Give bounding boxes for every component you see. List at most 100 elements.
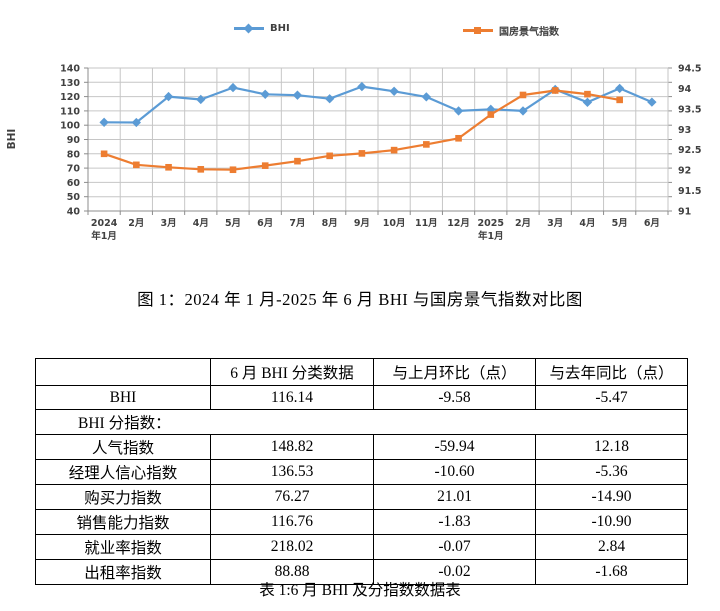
diamond-data-marker bbox=[324, 94, 335, 104]
table-row-label-cell: 购买力指数 bbox=[35, 484, 211, 510]
table-row: BHI 分指数： bbox=[35, 409, 688, 435]
square-data-marker bbox=[165, 163, 172, 171]
axis-tick-labels: 140 130 120 110 100 90 80 70 60 50 40 94.5 94 93.5 93 9… bbox=[60, 64, 701, 243]
x-axis-tick: 2024 bbox=[91, 218, 118, 229]
gridlines bbox=[84, 67, 672, 215]
table-header-row: 6 月 BHI 分类数据 与上月环比（点） 与去年同比（点） bbox=[35, 358, 688, 386]
diamond-data-marker bbox=[647, 97, 657, 107]
diamond-data-marker bbox=[389, 86, 399, 96]
left-axis-tick: 100 bbox=[60, 121, 80, 132]
table-header-cell: 6 月 BHI 分类数据 bbox=[210, 358, 374, 386]
table-value-cell: 88.88 bbox=[210, 559, 374, 585]
square-data-marker bbox=[197, 166, 205, 173]
table-row-label-cell: BHI bbox=[35, 385, 211, 410]
table-value-cell: 76.27 bbox=[210, 484, 374, 510]
table-header-cell bbox=[35, 358, 211, 386]
series-climate-index bbox=[100, 87, 623, 174]
x-axis-tick: 10月 bbox=[383, 218, 406, 229]
left-axis-tick: 140 bbox=[60, 64, 80, 75]
x-axis-tick: 7月 bbox=[289, 218, 305, 229]
table-value-cell: 116.76 bbox=[210, 509, 374, 535]
diamond-data-marker bbox=[99, 117, 109, 128]
square-data-marker bbox=[455, 134, 462, 142]
left-axis-tick: 50 bbox=[67, 192, 81, 203]
table-row: 人气指数 148.82 -59.94 12.18 bbox=[35, 434, 688, 460]
legend-item-bhi[interactable]: BHI bbox=[234, 23, 290, 34]
table-value-cell: -14.90 bbox=[535, 484, 688, 510]
square-data-marker bbox=[423, 141, 430, 148]
x-axis-tick: 8月 bbox=[322, 218, 338, 229]
diamond-data-marker bbox=[163, 91, 174, 102]
square-data-marker bbox=[616, 96, 623, 104]
table-value-cell: 2.84 bbox=[535, 534, 688, 560]
table-value-cell: 116.14 bbox=[210, 385, 374, 410]
diamond-data-marker bbox=[131, 117, 142, 128]
diamond-marker-icon bbox=[243, 23, 254, 34]
square-data-marker bbox=[551, 87, 559, 94]
x-axis-tick: 5月 bbox=[225, 218, 241, 229]
table-value-cell: 21.01 bbox=[373, 484, 536, 510]
table-value-cell: -10.60 bbox=[373, 459, 536, 485]
table-row-label-cell: 出租率指数 bbox=[35, 559, 211, 585]
legend-label-climate-index: 国房景气指数 bbox=[499, 27, 559, 38]
square-marker-icon bbox=[474, 26, 481, 34]
table-value-cell: 136.53 bbox=[210, 459, 374, 485]
legend-item-climate-index[interactable]: 国房景气指数 bbox=[463, 23, 559, 38]
table-row-label-cell: 销售能力指数 bbox=[35, 509, 211, 535]
x-axis-tick-year-line: 年1月 bbox=[91, 230, 117, 242]
diamond-data-marker bbox=[453, 106, 464, 116]
diamond-data-marker bbox=[614, 83, 625, 94]
table-value-cell: -5.47 bbox=[535, 385, 688, 410]
chart-canvas: 140 130 120 110 100 90 80 70 60 50 40 94.5 94 93.5 93 9… bbox=[60, 64, 701, 243]
x-axis-tick: 4月 bbox=[193, 218, 209, 229]
table-row: 销售能力指数 116.76 -1.83 -10.90 bbox=[35, 509, 688, 535]
diamond-data-marker bbox=[260, 89, 270, 99]
square-data-marker bbox=[229, 166, 237, 174]
left-axis-tick: 80 bbox=[67, 149, 81, 160]
right-axis-tick: 91 bbox=[678, 207, 691, 218]
left-axis-tick: 110 bbox=[60, 106, 80, 117]
x-axis-tick: 9月 bbox=[354, 218, 370, 229]
table-value-cell: -5.36 bbox=[535, 459, 688, 485]
x-axis-tick: 12月 bbox=[447, 218, 470, 229]
table-caption: 表 1:6 月 BHI 及分指数数据表 bbox=[259, 582, 461, 599]
right-axis-tick: 94 bbox=[678, 84, 692, 95]
left-axis-tick: 70 bbox=[67, 164, 81, 175]
x-axis-tick: 3月 bbox=[160, 218, 176, 229]
diamond-data-marker bbox=[357, 81, 367, 92]
climate-line-swatch bbox=[463, 26, 493, 34]
x-axis-tick: 6月 bbox=[644, 218, 660, 229]
table-value-cell: 12.18 bbox=[535, 434, 688, 460]
bhi-data-table: 6 月 BHI 分类数据 与上月环比（点） 与去年同比（点） BHI 116.14 -9… bbox=[35, 358, 688, 585]
x-axis-tick: 5月 bbox=[612, 218, 628, 229]
left-axis-tick: 130 bbox=[60, 78, 80, 89]
bhi-line-swatch bbox=[234, 23, 264, 34]
diamond-data-marker bbox=[421, 92, 432, 102]
x-axis-tick: 2月 bbox=[515, 218, 531, 229]
table-value-cell: -1.68 bbox=[535, 559, 688, 585]
x-axis-tick: 4月 bbox=[579, 218, 595, 229]
square-data-marker bbox=[100, 150, 108, 158]
square-data-marker bbox=[487, 111, 495, 118]
square-data-marker bbox=[584, 90, 591, 98]
x-axis-tick: 2月 bbox=[128, 218, 144, 229]
right-axis-tick: 93 bbox=[678, 125, 691, 136]
table-body: BHI 116.14 -9.58 -5.47 BHI 分指数： 人气指数 148.82 -59… bbox=[35, 385, 688, 585]
left-axis-tick: 40 bbox=[67, 207, 81, 218]
left-axis-tick: 60 bbox=[67, 178, 81, 189]
square-data-marker bbox=[390, 146, 398, 154]
table-value-cell: -9.58 bbox=[373, 385, 536, 410]
table-section-label-cell: BHI 分指数： bbox=[35, 409, 688, 435]
table-row-label-cell: 就业率指数 bbox=[35, 534, 211, 560]
table-row: 经理人信心指数 136.53 -10.60 -5.36 bbox=[35, 459, 688, 485]
table-row-label-cell: 人气指数 bbox=[35, 434, 211, 460]
table-value-cell: -1.83 bbox=[373, 509, 536, 535]
diamond-data-marker bbox=[582, 97, 593, 107]
table-value-cell: -0.02 bbox=[373, 559, 536, 585]
diamond-data-marker bbox=[292, 90, 303, 100]
x-axis-tick: 11月 bbox=[415, 218, 438, 229]
right-axis-tick: 92 bbox=[678, 166, 691, 177]
square-data-marker bbox=[133, 161, 140, 169]
square-data-marker bbox=[294, 157, 301, 165]
right-axis-tick: 91.5 bbox=[678, 186, 701, 197]
